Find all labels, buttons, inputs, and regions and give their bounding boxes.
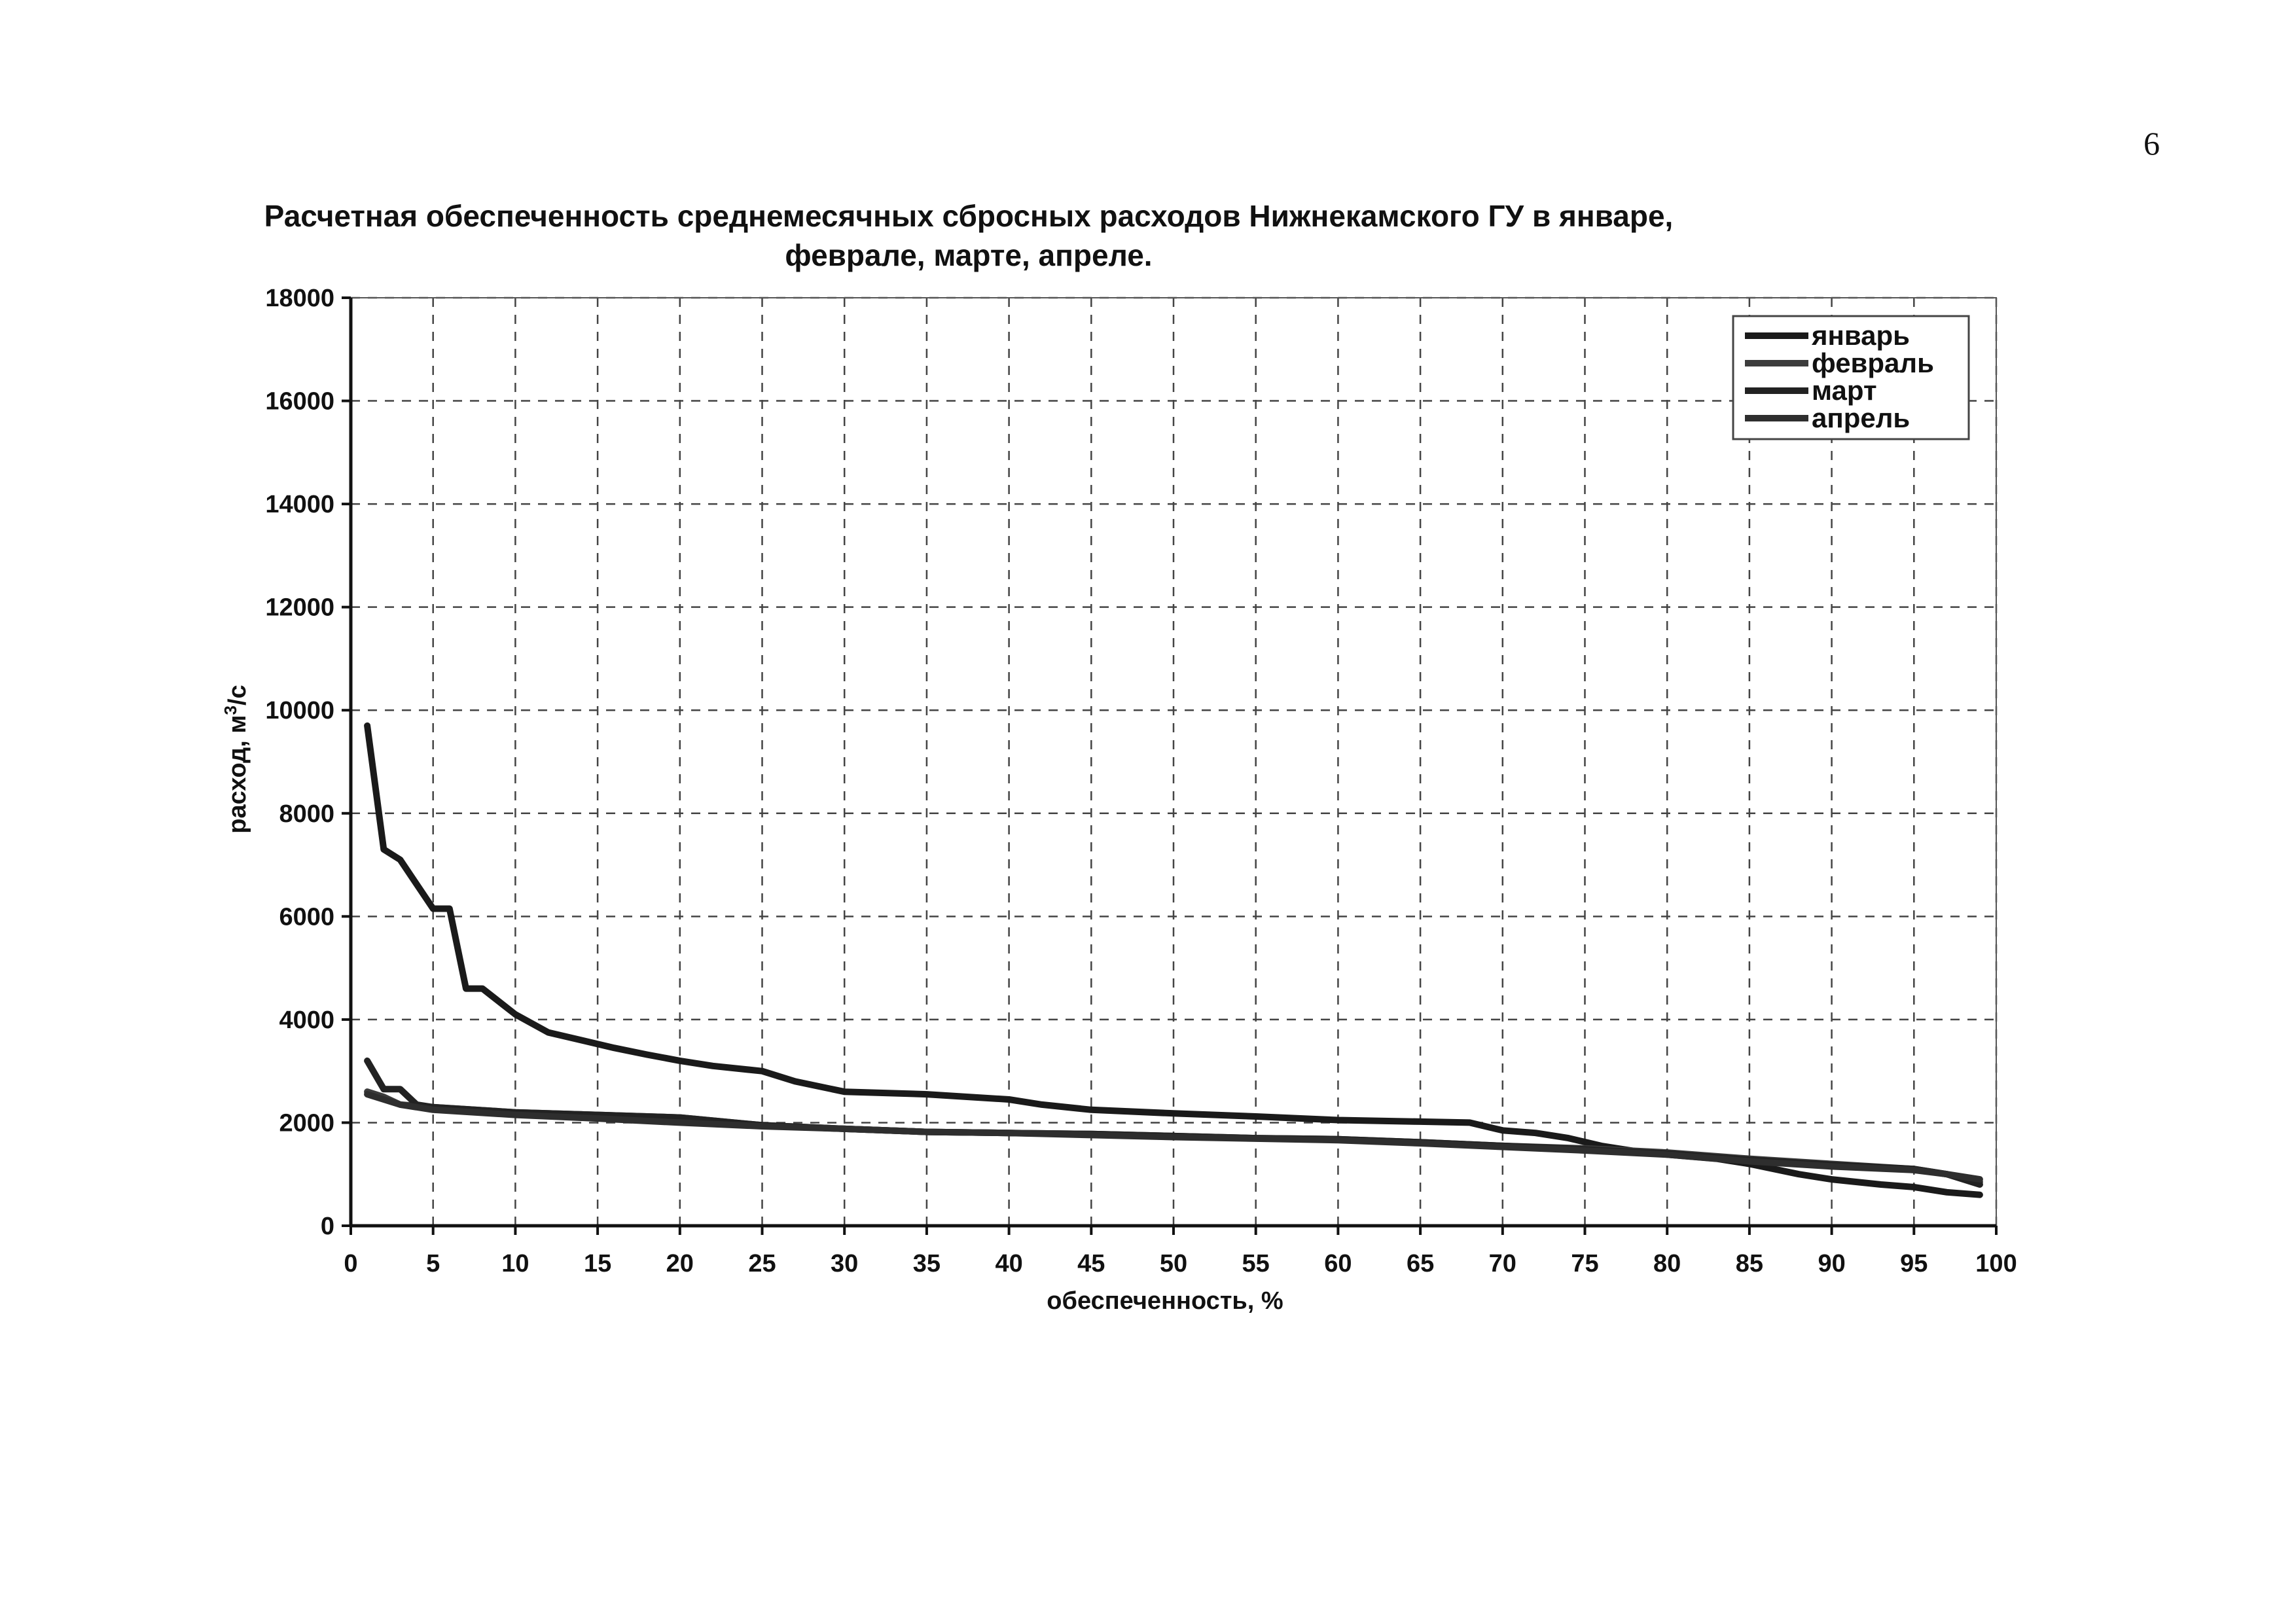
x-tick-label: 60 (1324, 1250, 1352, 1277)
y-axis-label-tail: /с (224, 685, 251, 705)
x-tick-label: 90 (1818, 1250, 1845, 1277)
y-tick-label: 10000 (265, 697, 334, 724)
chart-title-line-1: Расчетная обеспеченность среднемесячных … (264, 199, 1674, 233)
x-tick-label: 10 (501, 1250, 529, 1277)
legend-label: апрель (1812, 402, 1910, 433)
y-tick-label: 12000 (265, 594, 334, 622)
y-tick-label: 0 (321, 1213, 334, 1240)
x-tick-label: 80 (1653, 1250, 1681, 1277)
legend-label: март (1812, 375, 1877, 406)
x-tick-label: 25 (748, 1250, 776, 1277)
chart-title-line-2: феврале, марте, апреле. (785, 238, 1153, 272)
x-tick-label: 65 (1407, 1250, 1434, 1277)
x-tick-labels: 0 5 10 15 20 25 30 35 40 45 50 55 60 65 70 75 80 85 90 95 10… (344, 1250, 2017, 1277)
series-line-4 (364, 1091, 1983, 1183)
y-tick-label: 18000 (265, 285, 334, 312)
page-number: 6 (2144, 125, 2160, 162)
x-tick-label: 100 (1975, 1250, 2017, 1277)
x-tick-label: 75 (1571, 1250, 1598, 1277)
x-axis-label: обеспеченность, % (1047, 1287, 1283, 1315)
y-tick-label: 16000 (265, 388, 334, 416)
series-lines (364, 722, 1983, 1198)
y-axis-label-main: расход, м (224, 715, 251, 833)
y-axis-label: расход, м3/с (221, 685, 251, 833)
y-tick-labels: 0 2000 4000 6000 8000 10000 12000 14000 16000 180… (265, 285, 334, 1240)
x-tick-label: 85 (1736, 1250, 1763, 1277)
x-tick-label: 70 (1489, 1250, 1516, 1277)
x-tick-label: 20 (666, 1250, 694, 1277)
legend-label: февраль (1812, 348, 1934, 378)
y-tick-label: 14000 (265, 491, 334, 518)
legend-label: январь (1811, 320, 1910, 351)
x-tick-label: 0 (344, 1250, 357, 1277)
x-tick-label: 30 (831, 1250, 858, 1277)
y-tick-label: 4000 (279, 1007, 334, 1034)
axes (342, 296, 1998, 1235)
x-tick-label: 15 (584, 1250, 611, 1277)
x-tick-label: 45 (1077, 1250, 1105, 1277)
chart-title: Расчетная обеспеченность среднемесячных … (249, 196, 1689, 275)
y-axis-label-sup: 3 (221, 705, 240, 715)
y-tick-label: 6000 (279, 903, 334, 931)
x-tick-label: 40 (995, 1250, 1022, 1277)
y-tick-label: 2000 (279, 1109, 334, 1137)
x-tick-label: 55 (1242, 1250, 1270, 1277)
x-tick-label: 50 (1160, 1250, 1187, 1277)
x-tick-label: 5 (426, 1250, 440, 1277)
y-tick-label: 8000 (279, 800, 334, 828)
x-tick-label: 35 (913, 1250, 941, 1277)
x-tick-label: 95 (1900, 1250, 1928, 1277)
